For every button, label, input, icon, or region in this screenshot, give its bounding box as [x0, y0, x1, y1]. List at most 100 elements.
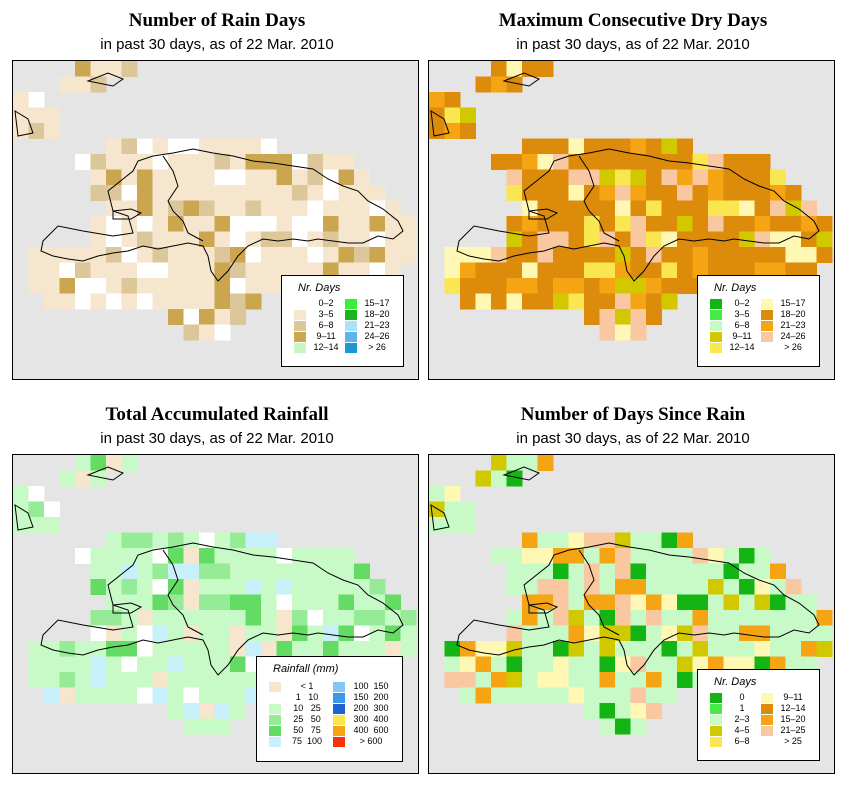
legend-swatch — [761, 331, 773, 342]
grid-cell — [230, 532, 246, 549]
grid-cell — [584, 169, 600, 186]
grid-cell — [584, 548, 600, 564]
grid-cell — [444, 107, 461, 124]
grid-cell — [522, 200, 538, 217]
legend-item: 0 — [710, 692, 757, 703]
grid-cell — [522, 169, 538, 186]
grid-cell — [584, 138, 600, 155]
grid-cell — [90, 579, 107, 595]
grid-cell — [338, 169, 355, 186]
legend-swatch — [269, 703, 281, 714]
grid-cell — [522, 138, 538, 155]
grid-cell — [245, 262, 262, 279]
grid-cell — [276, 594, 293, 611]
grid-cell — [199, 563, 215, 580]
grid-cell — [137, 185, 153, 201]
grid-cell — [292, 185, 308, 201]
grid-cell — [307, 641, 324, 657]
grid-cell — [801, 594, 817, 611]
grid-cell — [168, 687, 184, 704]
grid-cell — [506, 61, 523, 77]
grid-cell — [168, 594, 184, 611]
grid-cell — [553, 216, 569, 232]
grid-cell — [214, 262, 231, 279]
map-svg — [429, 455, 833, 735]
grid-cell — [661, 687, 678, 704]
legend-label: 24–26 — [780, 331, 806, 341]
grid-cell — [584, 200, 600, 217]
grid-cell — [230, 185, 246, 201]
grid-cell — [599, 278, 616, 294]
grid-cell — [292, 563, 308, 580]
grid-cell — [460, 641, 476, 657]
grid-cell — [245, 216, 262, 232]
island-outline — [86, 466, 125, 481]
grid-cell — [276, 641, 293, 657]
grid-cell — [801, 200, 817, 217]
grid-cell — [661, 641, 678, 657]
grid-cell — [261, 262, 277, 279]
grid-cell — [292, 594, 308, 611]
grid-cell — [199, 231, 215, 248]
grid-cell — [214, 672, 231, 688]
grid-cell — [44, 656, 60, 673]
grid-cell — [599, 563, 616, 580]
grid-cell — [692, 579, 709, 595]
grid-cell — [168, 672, 184, 688]
grid-cell — [584, 687, 600, 704]
grid-cell — [323, 216, 339, 232]
grid-cell — [553, 154, 569, 170]
grid-cell — [677, 548, 693, 564]
grid-cell — [168, 293, 184, 310]
legend-swatch — [761, 309, 773, 320]
grid-cell — [106, 278, 122, 294]
grid-cell — [661, 563, 678, 580]
grid-cell — [214, 641, 231, 657]
legend-swatch — [761, 714, 773, 725]
grid-cell — [292, 200, 308, 217]
panel-max-dry-days: Maximum Consecutive Dry Days in past 30 … — [428, 0, 838, 380]
grid-cell — [677, 185, 693, 201]
grid-cell — [44, 501, 60, 518]
grid-cell — [537, 200, 554, 217]
grid-cell — [692, 247, 709, 263]
grid-cell — [506, 625, 523, 642]
coastline — [456, 148, 820, 282]
grid-cell — [770, 594, 786, 611]
grid-cell — [553, 563, 569, 580]
legend-item: > 600 — [333, 736, 392, 747]
grid-cell — [630, 169, 647, 186]
grid-cell — [816, 216, 833, 232]
grid-cell — [754, 625, 771, 642]
grid-cell — [630, 200, 647, 217]
grid-cell — [584, 532, 600, 549]
grid-cell — [506, 262, 523, 279]
grid-cell — [152, 656, 169, 673]
island-outline — [14, 110, 34, 137]
grid-cell — [369, 231, 386, 248]
grid-cell — [214, 293, 231, 310]
grid-cell — [646, 262, 662, 279]
grid-cell — [385, 594, 401, 611]
grid-cell — [429, 486, 445, 502]
legend-item: 0–2 — [294, 298, 341, 309]
grid-cell — [522, 610, 538, 626]
grid-cell — [307, 200, 324, 217]
grid-cell — [537, 610, 554, 626]
grid-cell — [661, 672, 678, 688]
grid-cell — [245, 548, 262, 564]
panel-title: Number of Days Since Rain — [520, 404, 746, 425]
grid-cell — [661, 169, 678, 186]
grid-cell — [183, 324, 200, 341]
grid-cell — [354, 262, 370, 279]
grid-cell — [183, 610, 200, 626]
legend-item: 12–14 — [294, 342, 341, 353]
grid-cell — [276, 169, 293, 186]
grid-cell — [230, 687, 246, 704]
grid-cell — [537, 231, 554, 248]
legend-label: 12–14 — [780, 703, 806, 713]
grid-cell — [537, 185, 554, 201]
legend-item: 10 25 — [269, 703, 328, 714]
grid-cell — [584, 656, 600, 673]
